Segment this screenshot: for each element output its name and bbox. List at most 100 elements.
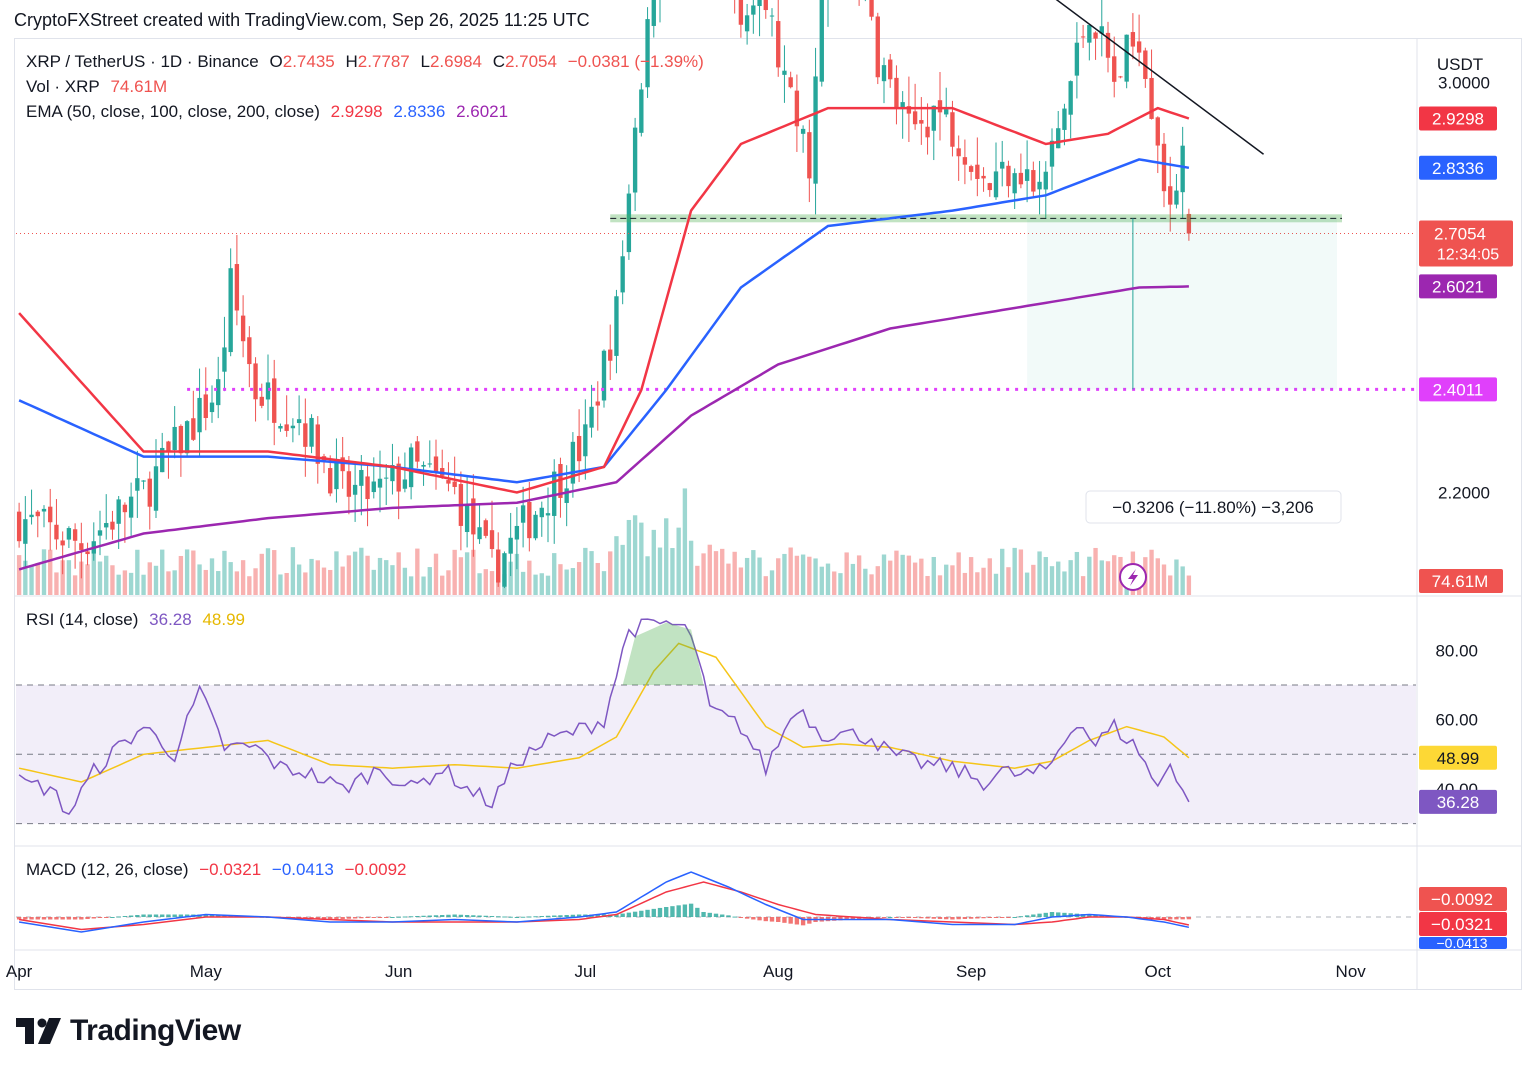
candle	[489, 530, 495, 550]
tradingview-logo[interactable]: TradingView	[16, 1014, 241, 1048]
macd-line	[18, 871, 1190, 933]
candle	[937, 100, 943, 113]
volume-bar	[514, 553, 520, 595]
macd-histogram-bar	[751, 917, 756, 920]
macd-histogram-bar	[956, 917, 961, 920]
macd-histogram-bar	[328, 917, 333, 920]
candle	[751, 5, 756, 15]
macd-histogram-bar	[794, 917, 800, 925]
macd-histogram-bar	[427, 915, 432, 917]
volume-bar	[471, 549, 476, 595]
last-price-tag: 2.7054	[1434, 224, 1486, 243]
x-tick-label: Aug	[763, 962, 793, 981]
volume-bar	[104, 555, 109, 595]
volume-bar	[54, 572, 59, 595]
rsi-line	[18, 618, 1190, 816]
volume-bar	[1012, 547, 1017, 595]
macd-histogram-bar	[408, 916, 414, 918]
macd-tag-bg	[1419, 912, 1507, 936]
volume-bar	[458, 557, 464, 595]
chart-header: CryptoFXStreet created with TradingView.…	[14, 10, 590, 30]
volume-bar	[863, 568, 868, 595]
macd-histogram-bar	[315, 917, 320, 919]
candle	[1006, 165, 1011, 187]
rsi-legend: RSI (14, close) 36.28 48.99	[26, 610, 251, 630]
volume-bar	[328, 569, 333, 595]
candle	[645, 19, 650, 88]
volume-bar	[564, 569, 569, 595]
volume-bar	[776, 558, 781, 595]
volume-bar	[216, 571, 221, 595]
macd-histogram-bar	[1161, 917, 1167, 920]
high-value: 2.7787	[357, 52, 410, 71]
volume-bar	[856, 555, 862, 595]
volume-bar	[956, 552, 961, 595]
volume-bar	[346, 555, 352, 595]
rsi-ma-tag: 48.99	[1437, 749, 1480, 768]
volume-bar	[1080, 576, 1086, 595]
volume-bar	[744, 557, 750, 595]
volume-bar	[975, 572, 980, 595]
macd-histogram-bar	[1043, 912, 1048, 917]
measure-label: −0.3206 (−11.80%) −3,206	[1112, 498, 1314, 517]
candle	[993, 171, 999, 198]
macd-histogram-bar	[1186, 917, 1192, 920]
macd-label[interactable]: MACD (12, 26, close)	[26, 860, 189, 879]
candle	[552, 471, 557, 516]
volume-bar	[875, 566, 880, 595]
candle	[309, 417, 314, 447]
macd-histogram-bar	[1000, 917, 1005, 918]
macd-histogram-bar	[626, 912, 632, 917]
volume-bar	[315, 560, 320, 595]
rsi-label[interactable]: RSI (14, close)	[26, 610, 139, 629]
volume-bar	[259, 553, 264, 595]
macd-histogram-bar	[1093, 914, 1098, 917]
macd-histogram-bar	[184, 914, 190, 917]
candle	[632, 127, 638, 193]
candle	[259, 396, 264, 406]
candle	[1161, 143, 1167, 192]
volume-bar	[701, 553, 706, 595]
volume-bar	[751, 550, 756, 595]
candle	[589, 406, 594, 428]
macd-histogram-bar	[776, 917, 781, 922]
volume-bar	[757, 557, 762, 595]
ema-label[interactable]: EMA (50, close, 100, close, 200, close)	[26, 102, 320, 121]
candle	[272, 378, 277, 423]
volume-bar	[433, 553, 439, 595]
candle	[153, 466, 159, 511]
candle	[496, 549, 501, 583]
volume-bar	[452, 549, 457, 595]
candle	[328, 468, 333, 494]
candle	[1074, 42, 1080, 76]
candle	[29, 514, 34, 518]
volume-value: 74.61M	[110, 77, 168, 96]
macd-histogram-bar	[178, 914, 184, 917]
candle	[23, 519, 28, 544]
macd-histogram-bar	[54, 917, 59, 920]
volume-bar	[900, 554, 905, 595]
volume-bar	[1087, 556, 1092, 595]
lightning-icon-glyph	[1128, 569, 1138, 586]
candle	[1124, 34, 1129, 82]
macd-histogram-bar	[365, 917, 370, 918]
macd-histogram-bar	[894, 917, 899, 918]
price-tag: 2.8336	[1432, 159, 1484, 178]
candle	[471, 498, 476, 535]
rsi-tick-label: 60.00	[1435, 711, 1478, 730]
volume-bar	[682, 488, 688, 595]
volume-bar	[838, 573, 843, 595]
ema100-value: 2.8336	[393, 102, 446, 121]
volume-label[interactable]: Vol · XRP	[26, 77, 100, 96]
candle	[1099, 26, 1104, 34]
macd-histogram-bar	[346, 917, 352, 919]
volume-bar	[657, 547, 663, 595]
open-label: O	[269, 52, 283, 71]
candle	[141, 480, 146, 482]
measure-box	[1027, 218, 1337, 390]
volume-bar	[987, 558, 992, 595]
macd-histogram-bar	[135, 915, 140, 917]
candle	[1180, 145, 1185, 193]
symbol-label[interactable]: XRP / TetherUS · 1D · Binance	[26, 52, 259, 71]
